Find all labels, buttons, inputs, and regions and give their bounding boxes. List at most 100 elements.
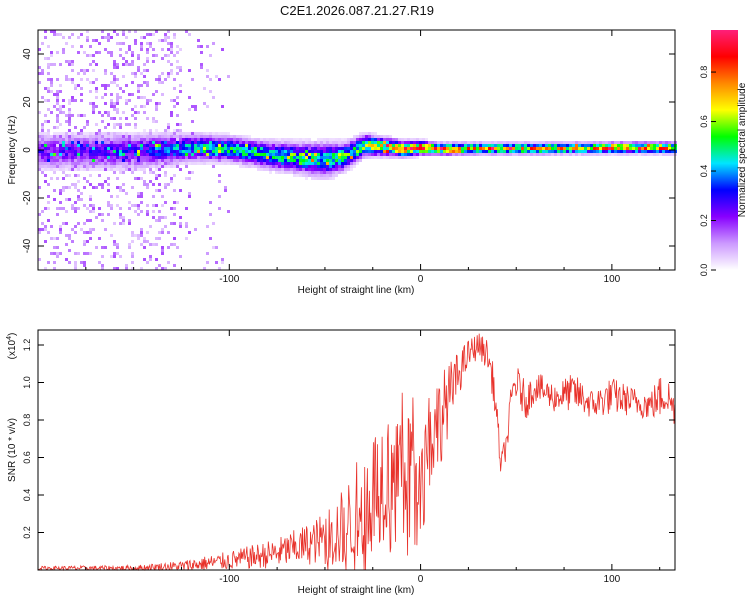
spectrogram-cell [173,144,176,147]
spectrogram-cell [620,141,623,144]
spectrogram-cell [107,213,110,216]
spectrogram-cell [410,153,413,156]
colorbar-tick-label: 0.0 [699,264,709,277]
spectrogram-cell [446,144,449,147]
spectrogram-cell [341,147,344,150]
spectrogram-cell [143,162,146,165]
spectrogram-cell [551,153,554,156]
spectrogram-cell [155,102,158,105]
spectrogram-cell [128,243,131,246]
spectrogram-cell [236,144,239,147]
spectrogram-cell [629,147,632,150]
spectrogram-cell [176,96,179,99]
spectrogram-cell [539,150,542,153]
spectrogram-cell [347,159,350,162]
spectrogram-cell [293,165,296,168]
spectrogram-cell [113,147,116,150]
spectrogram-cell [164,78,167,81]
spectrogram-cell [131,156,134,159]
spectrogram-cell [350,159,353,162]
spectrogram-cell [362,132,365,135]
spectrogram-cell [185,141,188,144]
spectrogram-cell [653,141,656,144]
spectrogram-cell [473,153,476,156]
spectrogram-cell [140,192,143,195]
spectrogram-cell [68,102,71,105]
spectrogram-cell [647,147,650,150]
spectrogram-cell [167,132,170,135]
spectrogram-cell [164,201,167,204]
spectrogram-cell [59,84,62,87]
spectrogram-cell [38,258,41,261]
spectrogram-cell [98,141,101,144]
spectrogram-cell [59,132,62,135]
spectrogram-cell [92,60,95,63]
spectrogram-cell [440,150,443,153]
spectrogram-cell [128,159,131,162]
spectrogram-cell [164,39,167,42]
spectrogram-cell [59,207,62,210]
spectrogram-cell [191,171,194,174]
spectrogram-cell [326,177,329,180]
spectrogram-cell [62,159,65,162]
spectrogram-cell [80,144,83,147]
spectrogram-cell [158,162,161,165]
spectrogram-cell [101,162,104,165]
spectrogram-cell [95,51,98,54]
spectrogram-cell [593,153,596,156]
spectrogram-cell [269,171,272,174]
spectrogram-cell [101,36,104,39]
spectrogram-cell [47,57,50,60]
spectrogram-cell [407,138,410,141]
spectrogram-cell [656,141,659,144]
spectrogram-cell [386,135,389,138]
spectrogram-cell [173,213,176,216]
spectrogram-cell [233,156,236,159]
spectrogram-cell [74,132,77,135]
spectrogram-cell [338,168,341,171]
spectrogram-cell [194,108,197,111]
spectrogram-cell [155,150,158,153]
spectrogram-cell [152,117,155,120]
spectrogram-cell [50,165,53,168]
spectrogram-cell [212,141,215,144]
spectrogram-cell [350,153,353,156]
spectrogram-cell [56,246,59,249]
spectrogram-cell [266,147,269,150]
spectrogram-cell [188,135,191,138]
spectrogram-cell [68,144,71,147]
spectrogram-cell [137,96,140,99]
spectrogram-cell [71,78,74,81]
spectrogram-cell [83,186,86,189]
spectrogram-cell [227,75,230,78]
spectrogram-cell [65,144,68,147]
spectrogram-cell [218,267,221,270]
spectrogram-cell [113,153,116,156]
spectrogram-cell [155,120,158,123]
spectrogram-cell [140,138,143,141]
spectrogram-cell [50,78,53,81]
spectrogram-cell [104,36,107,39]
spectrogram-cell [356,141,359,144]
spectrogram-cell [425,147,428,150]
spectrogram-cell [605,147,608,150]
spectrogram-cell [206,150,209,153]
spectrogram-cell [125,150,128,153]
spectrogram-cell [587,147,590,150]
spectrogram-cell [83,162,86,165]
spectrogram-cell [191,153,194,156]
spectrogram-cell [320,141,323,144]
spectrogram-cell [68,129,71,132]
spectrogram-cell [152,144,155,147]
spectrogram-cell [485,144,488,147]
spectrogram-cell [56,207,59,210]
spectrogram-cell [110,36,113,39]
spectrogram-cell [89,45,92,48]
spectrogram-cell [77,84,80,87]
spectrogram-cell [251,141,254,144]
spectrogram-cell [299,165,302,168]
spectrogram-cell [185,225,188,228]
spectrogram-cell [575,144,578,147]
spectrogram-cell [128,219,131,222]
spectrogram-cell [152,141,155,144]
